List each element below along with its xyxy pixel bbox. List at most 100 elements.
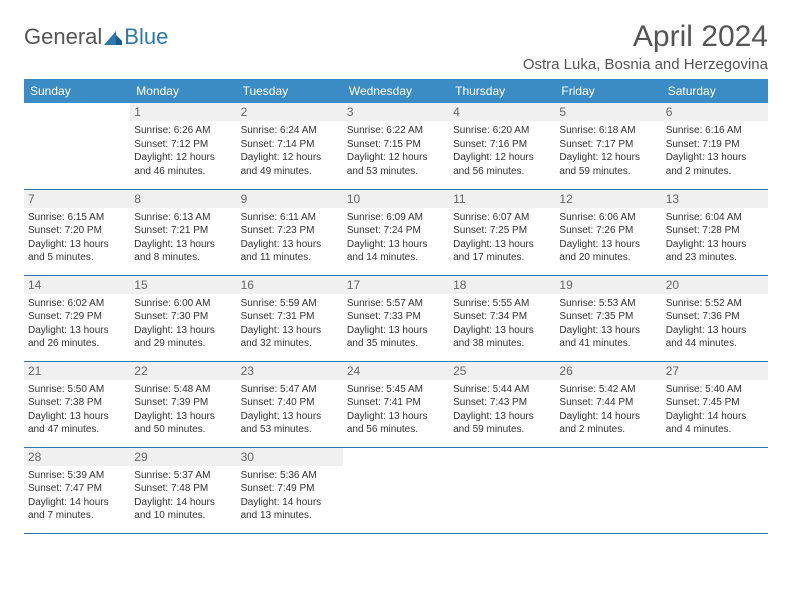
sunrise-text: Sunrise: 5:55 AM — [453, 297, 551, 311]
daylight-text: Daylight: 12 hours and 56 minutes. — [453, 151, 551, 178]
daylight-text: Daylight: 13 hours and 20 minutes. — [559, 238, 657, 265]
sunrise-text: Sunrise: 6:11 AM — [241, 211, 339, 225]
day-number: 25 — [449, 362, 555, 380]
sunset-text: Sunset: 7:29 PM — [28, 310, 126, 324]
calendar-cell: 29Sunrise: 5:37 AMSunset: 7:48 PMDayligh… — [130, 447, 236, 533]
sunrise-text: Sunrise: 6:06 AM — [559, 211, 657, 225]
day-number: 3 — [343, 103, 449, 121]
sunset-text: Sunset: 7:23 PM — [241, 224, 339, 238]
sunset-text: Sunset: 7:25 PM — [453, 224, 551, 238]
logo: General Blue — [24, 20, 168, 50]
location: Ostra Luka, Bosnia and Herzegovina — [523, 56, 768, 73]
day-number: 17 — [343, 276, 449, 294]
sunrise-text: Sunrise: 6:00 AM — [134, 297, 232, 311]
calendar-cell: . — [555, 447, 661, 533]
day-header: Tuesday — [237, 79, 343, 103]
daylight-text: Daylight: 14 hours and 2 minutes. — [559, 410, 657, 437]
sunrise-text: Sunrise: 5:44 AM — [453, 383, 551, 397]
daylight-text: Daylight: 14 hours and 13 minutes. — [241, 496, 339, 523]
sunrise-text: Sunrise: 6:09 AM — [347, 211, 445, 225]
calendar-cell: 17Sunrise: 5:57 AMSunset: 7:33 PMDayligh… — [343, 275, 449, 361]
day-header: Monday — [130, 79, 236, 103]
day-header: Thursday — [449, 79, 555, 103]
sunrise-text: Sunrise: 5:37 AM — [134, 469, 232, 483]
day-number: 22 — [130, 362, 236, 380]
calendar-cell: 28Sunrise: 5:39 AMSunset: 7:47 PMDayligh… — [24, 447, 130, 533]
calendar-row: .1Sunrise: 6:26 AMSunset: 7:12 PMDayligh… — [24, 103, 768, 189]
daylight-text: Daylight: 13 hours and 14 minutes. — [347, 238, 445, 265]
day-number: 2 — [237, 103, 343, 121]
sunrise-text: Sunrise: 6:16 AM — [666, 124, 764, 138]
sunset-text: Sunset: 7:44 PM — [559, 396, 657, 410]
calendar-cell: . — [449, 447, 555, 533]
calendar-cell: 4Sunrise: 6:20 AMSunset: 7:16 PMDaylight… — [449, 103, 555, 189]
month-title: April 2024 — [523, 20, 768, 54]
day-number: 4 — [449, 103, 555, 121]
calendar-body: . 1Sunrise: 6:26 AMSunset: 7:12 PMDayligh… — [24, 103, 768, 533]
calendar-row: 7Sunrise: 6:15 AMSunset: 7:20 PMDaylight… — [24, 189, 768, 275]
day-number: 24 — [343, 362, 449, 380]
calendar-row: 28Sunrise: 5:39 AMSunset: 7:47 PMDayligh… — [24, 447, 768, 533]
sunset-text: Sunset: 7:39 PM — [134, 396, 232, 410]
daylight-text: Daylight: 14 hours and 10 minutes. — [134, 496, 232, 523]
daylight-text: Daylight: 13 hours and 5 minutes. — [28, 238, 126, 265]
sunset-text: Sunset: 7:33 PM — [347, 310, 445, 324]
sunset-text: Sunset: 7:48 PM — [134, 482, 232, 496]
day-number: 8 — [130, 190, 236, 208]
sunset-text: Sunset: 7:36 PM — [666, 310, 764, 324]
calendar-cell: 1Sunrise: 6:26 AMSunset: 7:12 PMDaylight… — [130, 103, 236, 189]
daylight-text: Daylight: 13 hours and 59 minutes. — [453, 410, 551, 437]
calendar-cell: 5Sunrise: 6:18 AMSunset: 7:17 PMDaylight… — [555, 103, 661, 189]
sunrise-text: Sunrise: 6:24 AM — [241, 124, 339, 138]
daylight-text: Daylight: 13 hours and 29 minutes. — [134, 324, 232, 351]
day-number: 26 — [555, 362, 661, 380]
daylight-text: Daylight: 13 hours and 2 minutes. — [666, 151, 764, 178]
header: General Blue April 2024 Ostra Luka, Bosn… — [24, 20, 768, 73]
calendar-cell: 3Sunrise: 6:22 AMSunset: 7:15 PMDaylight… — [343, 103, 449, 189]
calendar-cell: 23Sunrise: 5:47 AMSunset: 7:40 PMDayligh… — [237, 361, 343, 447]
calendar-cell: 26 Sunrise: 5:42 AMSunset: 7:44 PMDayligh… — [555, 361, 661, 447]
day-number: 27 — [662, 362, 768, 380]
daylight-text: Daylight: 13 hours and 35 minutes. — [347, 324, 445, 351]
sunset-text: Sunset: 7:24 PM — [347, 224, 445, 238]
daylight-text: Daylight: 13 hours and 8 minutes. — [134, 238, 232, 265]
daylight-text: Daylight: 13 hours and 41 minutes. — [559, 324, 657, 351]
sunset-text: Sunset: 7:47 PM — [28, 482, 126, 496]
calendar-cell: 7Sunrise: 6:15 AMSunset: 7:20 PMDaylight… — [24, 189, 130, 275]
sunset-text: Sunset: 7:41 PM — [347, 396, 445, 410]
calendar-cell: 24Sunrise: 5:45 AMSunset: 7:41 PMDayligh… — [343, 361, 449, 447]
sunrise-text: Sunrise: 5:50 AM — [28, 383, 126, 397]
sunset-text: Sunset: 7:31 PM — [241, 310, 339, 324]
calendar-table: Sunday Monday Tuesday Wednesday Thursday… — [24, 79, 768, 534]
calendar-cell: 25Sunrise: 5:44 AMSunset: 7:43 PMDayligh… — [449, 361, 555, 447]
sunrise-text: Sunrise: 6:18 AM — [559, 124, 657, 138]
day-number: 6 — [662, 103, 768, 121]
sunset-text: Sunset: 7:21 PM — [134, 224, 232, 238]
sunrise-text: Sunrise: 5:42 AM — [559, 383, 657, 397]
daylight-text: Daylight: 14 hours and 7 minutes. — [28, 496, 126, 523]
day-number: 13 — [662, 190, 768, 208]
sunset-text: Sunset: 7:16 PM — [453, 138, 551, 152]
day-number: 15 — [130, 276, 236, 294]
sunrise-text: Sunrise: 5:59 AM — [241, 297, 339, 311]
calendar-cell: 13Sunrise: 6:04 AMSunset: 7:28 PMDayligh… — [662, 189, 768, 275]
calendar-cell: 6Sunrise: 6:16 AMSunset: 7:19 PMDaylight… — [662, 103, 768, 189]
calendar-cell: 19Sunrise: 5:53 AMSunset: 7:35 PMDayligh… — [555, 275, 661, 361]
calendar-cell: 2Sunrise: 6:24 AMSunset: 7:14 PMDaylight… — [237, 103, 343, 189]
calendar-row: 14Sunrise: 6:02 AMSunset: 7:29 PMDayligh… — [24, 275, 768, 361]
day-number: 16 — [237, 276, 343, 294]
calendar-cell: 27Sunrise: 5:40 AMSunset: 7:45 PMDayligh… — [662, 361, 768, 447]
calendar-cell: 10Sunrise: 6:09 AMSunset: 7:24 PMDayligh… — [343, 189, 449, 275]
day-number: 21 — [24, 362, 130, 380]
calendar-cell: 22Sunrise: 5:48 AMSunset: 7:39 PMDayligh… — [130, 361, 236, 447]
calendar-cell: 30Sunrise: 5:36 AMSunset: 7:49 PMDayligh… — [237, 447, 343, 533]
sunset-text: Sunset: 7:17 PM — [559, 138, 657, 152]
sunrise-text: Sunrise: 5:40 AM — [666, 383, 764, 397]
calendar-page: General Blue April 2024 Ostra Luka, Bosn… — [0, 0, 792, 554]
daylight-text: Daylight: 12 hours and 46 minutes. — [134, 151, 232, 178]
sunrise-text: Sunrise: 6:13 AM — [134, 211, 232, 225]
daylight-text: Daylight: 12 hours and 53 minutes. — [347, 151, 445, 178]
daylight-text: Daylight: 13 hours and 23 minutes. — [666, 238, 764, 265]
sunrise-text: Sunrise: 5:39 AM — [28, 469, 126, 483]
logo-text-general: General — [24, 24, 102, 50]
